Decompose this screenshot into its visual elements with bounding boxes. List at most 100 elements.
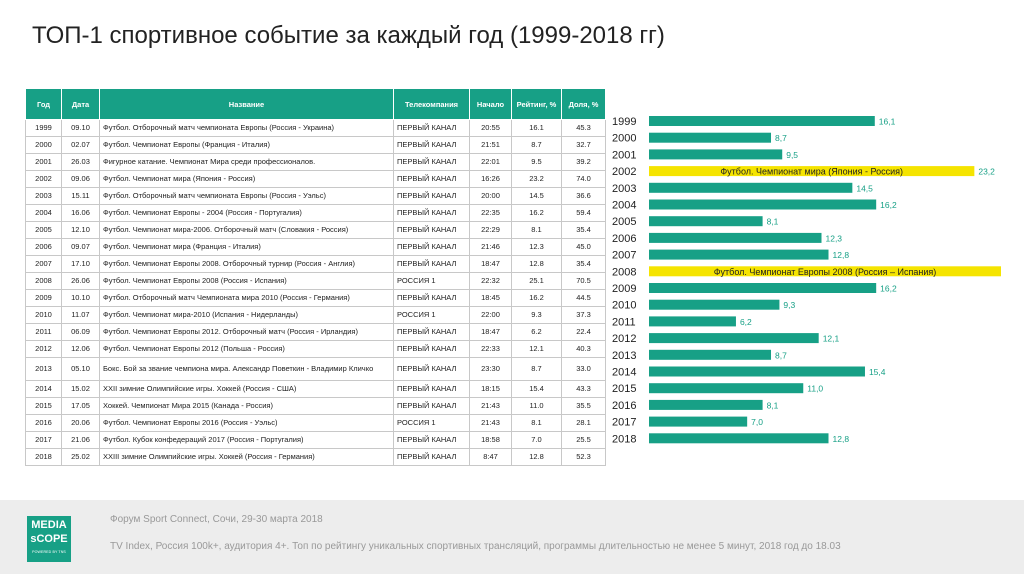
table-cell: 2010 xyxy=(25,306,62,324)
table-cell: 21:51 xyxy=(469,136,512,154)
table-cell: 12.10 xyxy=(61,221,100,239)
table-cell: Футбол. Чемпионат Европы 2012. Отборочны… xyxy=(99,323,394,341)
table-cell: 20:55 xyxy=(469,119,512,137)
table-cell: 74.0 xyxy=(561,170,606,188)
table-cell: 20.06 xyxy=(61,414,100,432)
table-row: 2002 09.06 Футбол. Чемпионат мира (Япония … xyxy=(25,170,606,188)
table-cell: Футбол. Кубок конфедераций 2017 (Россия … xyxy=(99,431,394,449)
table-cell: 17.05 xyxy=(61,397,100,415)
table-cell: 21:43 xyxy=(469,414,512,432)
data-label: 11,0 xyxy=(807,384,823,394)
y-tick-label: 2002 xyxy=(612,166,636,178)
table-cell: ПЕРВЫЙ КАНАЛ xyxy=(393,380,470,398)
table-cell: 2008 xyxy=(25,272,62,290)
table-cell: 35.5 xyxy=(561,397,606,415)
table-cell: 15.11 xyxy=(61,187,100,205)
table-cell: 25.5 xyxy=(561,431,606,449)
bar xyxy=(649,216,763,227)
bar xyxy=(649,266,1001,277)
table-cell: 8:47 xyxy=(469,448,512,466)
y-tick-label: 2005 xyxy=(612,216,636,228)
y-tick-label: 2000 xyxy=(612,133,636,145)
table-cell: 21:46 xyxy=(469,238,512,256)
table-cell: 14.5 xyxy=(511,187,562,205)
table-row: 2004 16.06 Футбол. Чемпионат Европы - 2004… xyxy=(25,204,606,222)
table-cell: РОССИЯ 1 xyxy=(393,306,470,324)
table-cell: 20:00 xyxy=(469,187,512,205)
data-label: 12,8 xyxy=(833,434,850,444)
bar xyxy=(649,416,748,427)
table-cell: 18:58 xyxy=(469,431,512,449)
table-body: 1999 09.10 Футбол. Отборочный матч чемпион… xyxy=(25,119,606,466)
table-header-row: Год Дата Название Телекомпания Начало Рейтинг… xyxy=(25,88,606,120)
table-row: 2014 15.02 XXII зимние Олимпийские игры. Х… xyxy=(25,380,606,398)
table-cell: 45.3 xyxy=(561,119,606,137)
table-row: 2007 17.10 Футбол. Чемпионат Европы 2008. … xyxy=(25,255,606,273)
table-cell: 2016 xyxy=(25,414,62,432)
data-label: 8,1 xyxy=(767,400,779,410)
table-header-cell: Название xyxy=(99,88,394,120)
bar xyxy=(649,349,772,360)
table-cell: 09.07 xyxy=(61,238,100,256)
table-cell: Футбол. Отборочный матч Чемпионата мира … xyxy=(99,289,394,307)
table-cell: Футбол. Чемпионат Европы 2008 (Россия - … xyxy=(99,272,394,290)
bar xyxy=(649,149,783,160)
table-cell: 12.8 xyxy=(511,448,562,466)
data-label: 9,5 xyxy=(786,150,798,160)
table-cell: 8.7 xyxy=(511,357,562,381)
table-row: 1999 09.10 Футбол. Отборочный матч чемпион… xyxy=(25,119,606,137)
table-cell: 2000 xyxy=(25,136,62,154)
table-cell: ПЕРВЫЙ КАНАЛ xyxy=(393,187,470,205)
table-row: 2008 26.06 Футбол. Чемпионат Европы 2008 (… xyxy=(25,272,606,290)
logo-line-3: POWERED BY TNS xyxy=(32,550,66,554)
table-cell: Бокс. Бой за звание чемпиона мира. Алекс… xyxy=(99,357,394,381)
table-row: 2010 11.07 Футбол. Чемпионат мира-2010 (Ис… xyxy=(25,306,606,324)
table-cell: 1999 xyxy=(25,119,62,137)
table-cell: 22:29 xyxy=(469,221,512,239)
table-cell: 7.0 xyxy=(511,431,562,449)
table-cell: 35.4 xyxy=(561,221,606,239)
table-cell: ПЕРВЫЙ КАНАЛ xyxy=(393,153,470,171)
table-cell: XXIII зимние Олимпийские игры. Хоккей (Р… xyxy=(99,448,394,466)
table-cell: ПЕРВЫЙ КАНАЛ xyxy=(393,431,470,449)
table-cell: 15.4 xyxy=(511,380,562,398)
table-cell: 26.03 xyxy=(61,153,100,171)
table-cell: ПЕРВЫЙ КАНАЛ xyxy=(393,255,470,273)
table-cell: 12.06 xyxy=(61,340,100,358)
table-cell: 33.0 xyxy=(561,357,606,381)
table-row: 2017 21.06 Футбол. Кубок конфедераций 2017… xyxy=(25,431,606,449)
table-cell: 12.1 xyxy=(511,340,562,358)
data-label: 8,7 xyxy=(775,350,787,360)
table-cell: 2017 xyxy=(25,431,62,449)
data-label: 7,0 xyxy=(751,417,763,427)
table-cell: 2013 xyxy=(25,357,62,381)
mediascope-logo: MEDIA sCOPE POWERED BY TNS xyxy=(27,516,71,562)
table-cell: 59.4 xyxy=(561,204,606,222)
table-cell: 9.5 xyxy=(511,153,562,171)
footer-band xyxy=(0,500,1024,574)
table-cell: Футбол. Чемпионат Европы - 2004 (Россия … xyxy=(99,204,394,222)
y-tick-label: 2008 xyxy=(612,266,636,278)
data-label: 23,2 xyxy=(978,167,995,177)
y-tick-label: 2015 xyxy=(612,383,636,395)
page-title: ТОП-1 спортивное событие за каждый год (… xyxy=(32,22,665,50)
bar xyxy=(649,232,822,243)
table-cell: 16.06 xyxy=(61,204,100,222)
table-cell: 12.8 xyxy=(511,255,562,273)
table-cell: 2011 xyxy=(25,323,62,341)
table-row: 2016 20.06 Футбол. Чемпионат Европы 2016 (… xyxy=(25,414,606,432)
table-cell: Футбол. Чемпионат Европы 2008. Отборочны… xyxy=(99,255,394,273)
y-tick-label: 2003 xyxy=(612,183,636,195)
y-tick-label: 2004 xyxy=(612,200,636,212)
table-cell: 2018 xyxy=(25,448,62,466)
table-cell: 39.2 xyxy=(561,153,606,171)
table-cell: 10.10 xyxy=(61,289,100,307)
table-cell: ПЕРВЫЙ КАНАЛ xyxy=(393,323,470,341)
table-cell: ПЕРВЫЙ КАНАЛ xyxy=(393,357,470,381)
table-cell: 28.1 xyxy=(561,414,606,432)
table-cell: 06.09 xyxy=(61,323,100,341)
table-cell: ПЕРВЫЙ КАНАЛ xyxy=(393,238,470,256)
table-cell: ПЕРВЫЙ КАНАЛ xyxy=(393,204,470,222)
bar xyxy=(649,316,736,327)
table-cell: 43.3 xyxy=(561,380,606,398)
